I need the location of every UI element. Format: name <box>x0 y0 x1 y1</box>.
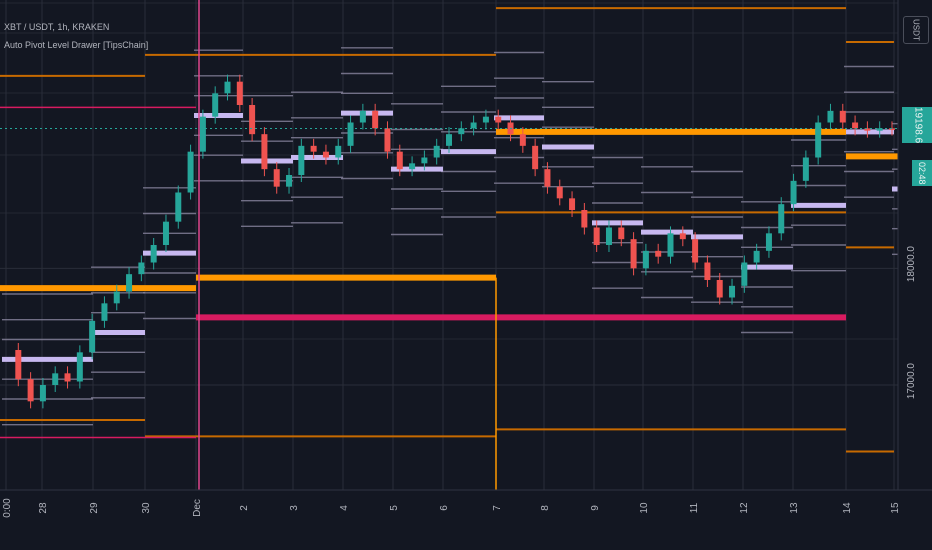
candle-body-21 <box>261 134 268 170</box>
current-price-tag: 19198.6 <box>902 107 932 143</box>
x-tick-label-11: 8 <box>540 505 551 511</box>
candle-body-1 <box>15 350 22 380</box>
candle-body-45 <box>556 186 563 199</box>
x-tick-label-18: 15 <box>890 502 901 514</box>
symbol-legend[interactable]: XBT / USDT, 1h, KRAKEN <box>4 22 110 32</box>
candle-body-44 <box>544 169 551 187</box>
candle-body-28 <box>347 122 354 146</box>
candle-body-12 <box>150 245 157 263</box>
x-tick-label-15: 12 <box>739 502 750 514</box>
candle-body-16 <box>199 116 206 152</box>
candle-body-13 <box>162 221 169 245</box>
candle-body-10 <box>126 274 133 292</box>
x-tick-label-4: Dec <box>192 499 203 517</box>
candle-body-32 <box>396 151 403 170</box>
candle-body-46 <box>569 198 576 210</box>
candle-body-55 <box>679 233 686 240</box>
candle-body-64 <box>790 180 797 205</box>
candle-body-62 <box>765 233 772 251</box>
candle-body-5 <box>64 373 71 382</box>
candle-body-25 <box>310 145 317 152</box>
candle-body-35 <box>433 145 440 158</box>
candle-body-2 <box>27 379 34 402</box>
candle-body-30 <box>372 110 379 129</box>
candle-body-15 <box>187 151 194 193</box>
currency-box[interactable]: USDT <box>903 16 929 44</box>
candle-body-42 <box>519 134 526 146</box>
candle-body-39 <box>482 116 489 123</box>
candle-body-9 <box>113 291 120 304</box>
candle-body-52 <box>642 250 649 269</box>
x-tick-label-7: 4 <box>339 505 350 511</box>
x-tick-label-17: 14 <box>842 502 853 514</box>
candle-body-4 <box>52 373 59 385</box>
x-tick-label-9: 6 <box>439 505 450 511</box>
candle-body-60 <box>741 262 748 286</box>
candle-body-27 <box>335 145 342 158</box>
candle-body-14 <box>175 192 182 222</box>
candle-body-31 <box>384 128 391 152</box>
candle-body-69 <box>852 122 859 129</box>
candle-body-70 <box>864 128 871 131</box>
candle-body-43 <box>532 145 539 170</box>
candle-body-49 <box>605 227 612 245</box>
bar-countdown-tag: 02:48 <box>912 160 932 186</box>
x-tick-label-6: 3 <box>289 505 300 511</box>
candle-body-38 <box>470 122 477 129</box>
candle-body-53 <box>655 250 662 257</box>
candle-body-59 <box>729 285 736 298</box>
indicator-legend[interactable]: Auto Pivot Level Drawer [TipsChain] <box>4 40 149 50</box>
candle-body-71 <box>876 128 883 131</box>
candle-body-19 <box>236 81 243 105</box>
candle-body-33 <box>409 163 416 170</box>
candle-body-36 <box>446 134 452 146</box>
candle-body-7 <box>89 320 96 353</box>
y-tick-label-0: 17000.0 <box>906 363 917 400</box>
candle-body-37 <box>458 128 465 135</box>
candle-body-50 <box>618 227 625 240</box>
x-tick-label-10: 7 <box>492 505 503 511</box>
candle-body-56 <box>692 239 699 263</box>
x-tick-label-5: 2 <box>239 505 250 511</box>
candle-body-23 <box>286 175 293 187</box>
x-tick-label-2: 29 <box>89 502 100 514</box>
x-tick-label-16: 13 <box>789 502 800 514</box>
x-tick-label-13: 10 <box>639 502 650 514</box>
candle-body-29 <box>359 110 366 123</box>
candle-body-65 <box>802 157 809 181</box>
candle-body-67 <box>827 110 834 123</box>
candle-body-11 <box>138 262 145 275</box>
candle-body-47 <box>581 210 588 228</box>
candle-body-57 <box>704 262 711 280</box>
x-tick-label-12: 9 <box>590 505 601 511</box>
candle-body-68 <box>839 110 846 123</box>
y-tick-label-1: 18000.0 <box>906 246 917 283</box>
candle-body-18 <box>224 81 231 94</box>
x-tick-label-0: 0:00 <box>2 498 13 518</box>
candle-body-48 <box>593 227 600 245</box>
candle-body-24 <box>298 145 305 175</box>
x-tick-label-14: 11 <box>689 502 700 513</box>
candle-body-6 <box>76 352 83 382</box>
x-tick-label-1: 28 <box>38 502 49 514</box>
candle-body-34 <box>421 157 428 164</box>
candle-body-40 <box>495 116 502 123</box>
candle-body-61 <box>753 250 760 263</box>
candle-body-72 <box>889 128 895 130</box>
x-tick-label-8: 5 <box>389 505 400 511</box>
candle-body-8 <box>101 303 108 321</box>
candle-body-3 <box>39 385 46 402</box>
candle-body-26 <box>322 151 329 158</box>
candle-body-20 <box>249 105 256 135</box>
candle-body-17 <box>212 93 219 117</box>
candle-body-66 <box>815 122 822 158</box>
candle-body-58 <box>716 280 723 298</box>
candle-body-63 <box>778 204 785 234</box>
candle-body-54 <box>667 233 674 257</box>
candle-body-51 <box>630 239 637 269</box>
x-tick-label-3: 30 <box>141 502 152 514</box>
candle-body-22 <box>273 169 280 187</box>
